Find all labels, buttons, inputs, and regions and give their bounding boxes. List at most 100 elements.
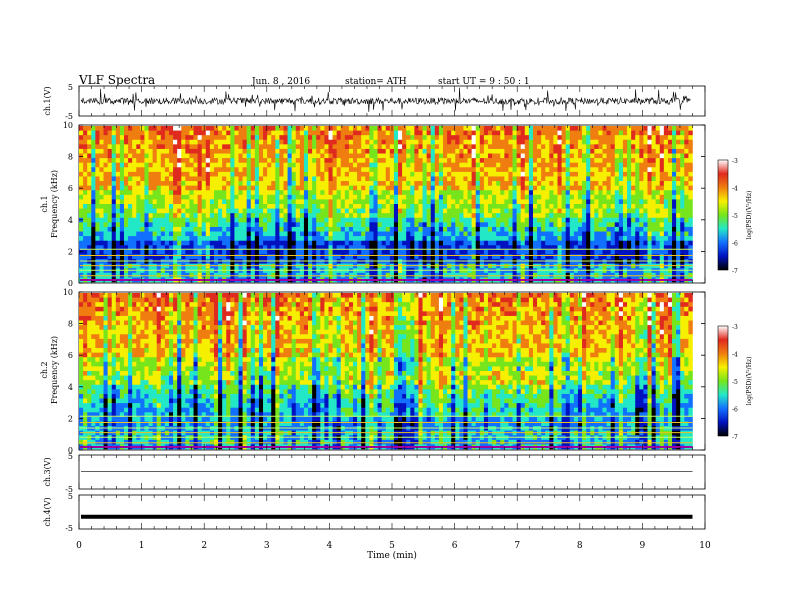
spectrogram-cell xyxy=(263,148,268,154)
spectrogram-cell xyxy=(168,126,174,131)
spectrogram-cell xyxy=(422,245,427,251)
spectrogram-cell xyxy=(197,135,202,141)
spectrogram-cell xyxy=(258,249,264,255)
spectrogram-cell xyxy=(553,231,558,237)
spectrogram-cell xyxy=(569,213,575,219)
spectrogram-cell xyxy=(299,126,305,131)
spectrogram-cell xyxy=(267,236,272,242)
spectrogram-cell xyxy=(156,148,162,154)
spectrogram-cell xyxy=(144,222,149,228)
spectrogram-cell xyxy=(283,240,288,246)
spectrogram-cell xyxy=(553,226,558,232)
spectrogram-cell xyxy=(590,236,595,242)
spectrogram-cell xyxy=(577,162,583,168)
spectrogram-cell xyxy=(373,259,378,264)
spectrogram-cell xyxy=(393,194,399,200)
spectrogram-cell xyxy=(197,194,202,200)
spectrogram-cell xyxy=(328,194,333,200)
spectrogram-cell xyxy=(496,226,501,232)
spectrogram-cell xyxy=(177,126,182,131)
spectrogram-cell xyxy=(451,185,456,191)
spectrogram-cell xyxy=(520,217,526,223)
spectrogram-cell xyxy=(659,245,665,251)
spectrogram-cell xyxy=(308,231,313,237)
spectrogram-cell xyxy=(667,194,673,200)
spectrogram-cell xyxy=(680,217,685,223)
spectrogram-cell xyxy=(103,176,108,182)
spectrogram-cell xyxy=(381,130,387,136)
spectrogram-cell xyxy=(295,254,301,260)
spectrogram-cell xyxy=(336,194,342,200)
spectrogram-cell xyxy=(512,194,517,200)
spectrogram-cell xyxy=(87,144,92,150)
spectrogram-cell xyxy=(185,181,190,186)
spectrogram-cell xyxy=(655,171,661,177)
spectrogram-cell xyxy=(680,144,685,150)
spectrogram-cell xyxy=(369,153,374,159)
spectrogram-cell xyxy=(91,208,96,214)
spectrogram-cell xyxy=(586,204,591,209)
spectrogram-cell xyxy=(258,144,264,150)
spectrogram-cell xyxy=(209,171,215,177)
spectrogram-cell xyxy=(684,208,689,214)
spectrogram-cell xyxy=(443,153,448,159)
spectrogram-cell xyxy=(308,135,313,141)
spectrogram-cell xyxy=(582,153,587,159)
spectrogram-cell xyxy=(561,204,566,209)
spectrogram-cell xyxy=(557,126,562,131)
spectrogram-cell xyxy=(426,231,432,237)
spectrogram-cell xyxy=(627,249,632,255)
spectrogram-cell xyxy=(463,259,468,264)
spectrogram-cell xyxy=(672,126,677,131)
spectrogram-cell xyxy=(226,162,231,168)
spectrogram-cell xyxy=(213,240,219,246)
spectrogram-cell xyxy=(177,231,182,237)
spectrogram-cell xyxy=(410,139,415,145)
spectrogram-cell xyxy=(398,245,403,251)
spectrogram-cell xyxy=(271,139,276,145)
spectrogram-cell xyxy=(299,130,305,136)
spectrogram-cell xyxy=(414,213,419,219)
spectrogram-cell xyxy=(99,130,104,136)
spectrogram-cell xyxy=(250,171,256,177)
spectrogram-cell xyxy=(353,176,358,182)
spectrogram-cell xyxy=(406,181,411,186)
spectrogram-cell xyxy=(659,199,665,205)
spectrogram-cell xyxy=(369,259,374,264)
spectrogram-cell xyxy=(447,231,452,237)
spectrogram-cell xyxy=(197,254,202,260)
spectrogram-cell xyxy=(565,240,571,246)
spectrogram-cell xyxy=(398,240,403,246)
spectrogram-cell xyxy=(164,204,170,209)
spectrogram-cell xyxy=(336,259,342,264)
spectrogram-cell xyxy=(258,148,264,154)
spectrogram-cell xyxy=(312,162,317,168)
spectrogram-cell xyxy=(422,153,427,159)
spectrogram-cell xyxy=(263,236,268,242)
spectrogram-cell xyxy=(684,213,689,219)
spectrogram-cell xyxy=(528,249,534,255)
spectrogram-cell xyxy=(267,217,272,223)
spectrogram-cell xyxy=(83,158,88,164)
spectrogram-cell xyxy=(524,222,530,228)
spectrogram-cell xyxy=(361,236,366,242)
spectrogram-cell xyxy=(512,185,517,191)
spectrogram-cell xyxy=(369,249,374,255)
spectrogram-cell xyxy=(569,176,575,182)
spectrogram-cell xyxy=(332,181,337,186)
spectrogram-cell xyxy=(209,213,215,219)
spectrogram-cell xyxy=(222,171,227,177)
spectrogram-cell xyxy=(614,171,620,177)
spectrogram-cell xyxy=(230,249,235,255)
spectrogram-cell xyxy=(103,231,108,237)
spectrogram-cell xyxy=(667,217,673,223)
spectrogram-cell xyxy=(340,148,346,154)
spectrogram-cell xyxy=(459,158,464,164)
spectrogram-cell xyxy=(479,130,485,136)
spectrogram-cell xyxy=(524,194,530,200)
spectrogram-cell xyxy=(524,259,530,264)
spectrogram-cell xyxy=(234,245,239,251)
spectrogram-cell xyxy=(398,153,403,159)
spectrogram-cell xyxy=(316,190,321,196)
spectrogram-cell xyxy=(185,245,190,251)
